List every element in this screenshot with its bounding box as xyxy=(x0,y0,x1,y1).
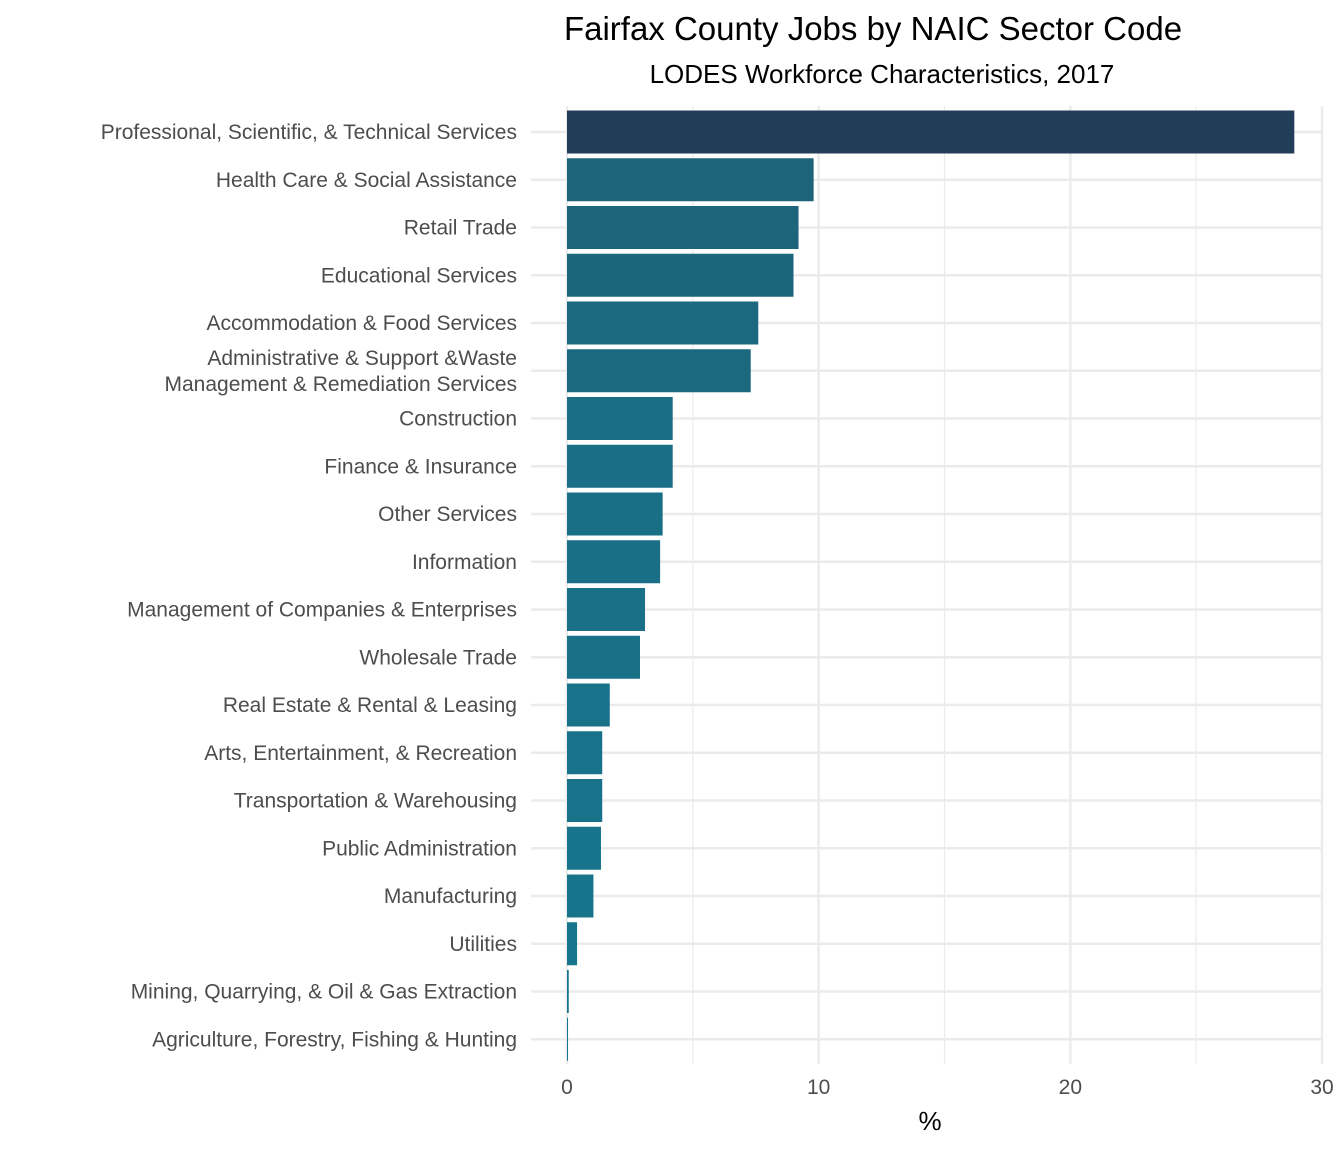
category-label: Information xyxy=(412,551,517,574)
bar xyxy=(567,874,594,918)
x-axis-title: % xyxy=(918,1106,941,1136)
category-labels: Professional, Scientific, & Technical Se… xyxy=(101,121,517,1051)
bar xyxy=(567,540,661,584)
category-label: Public Administration xyxy=(322,837,517,860)
category-label: Transportation & Warehousing xyxy=(234,790,517,813)
grid-lines xyxy=(531,106,1324,1064)
bar xyxy=(567,779,603,822)
bar xyxy=(567,349,751,393)
bar xyxy=(567,1017,569,1061)
category-label: Real Estate & Rental & Leasing xyxy=(223,694,517,717)
bar xyxy=(567,397,673,440)
x-tick-label: 10 xyxy=(807,1076,830,1099)
chart-subtitle: LODES Workforce Characteristics, 2017 xyxy=(650,59,1115,89)
category-label: Health Care & Social Assistance xyxy=(216,169,517,192)
category-label: Accommodation & Food Services xyxy=(207,312,517,335)
bar xyxy=(567,588,646,631)
category-label: Agriculture, Forestry, Fishing & Hunting xyxy=(152,1028,517,1051)
bar xyxy=(567,253,794,297)
bars-group xyxy=(567,110,1295,1061)
category-label: Mining, Quarrying, & Oil & Gas Extractio… xyxy=(131,981,517,1004)
category-label: Professional, Scientific, & Technical Se… xyxy=(101,121,517,144)
category-label: Arts, Entertainment, & Recreation xyxy=(204,742,517,765)
bar xyxy=(567,301,759,345)
bar xyxy=(567,444,673,488)
bar xyxy=(567,158,814,202)
x-tick-label: 0 xyxy=(561,1076,573,1099)
bar xyxy=(567,922,578,966)
category-label: Other Services xyxy=(378,503,517,526)
bar xyxy=(567,635,640,679)
category-label: Wholesale Trade xyxy=(359,646,517,669)
bar xyxy=(567,731,603,775)
x-tick-label: 20 xyxy=(1059,1076,1082,1099)
bar xyxy=(567,206,799,249)
category-label: Finance & Insurance xyxy=(324,455,517,478)
x-tick-label: 30 xyxy=(1310,1076,1333,1099)
bar xyxy=(567,492,663,536)
bar xyxy=(567,110,1295,154)
category-label: Educational Services xyxy=(321,264,517,287)
category-label: Construction xyxy=(399,408,517,431)
category-label: Administrative & Support &Waste Managemen… xyxy=(164,347,517,396)
bar xyxy=(567,826,601,870)
category-label: Manufacturing xyxy=(384,885,517,908)
x-axis-ticks: 0 10 20 30 xyxy=(561,1076,1334,1099)
category-label: Utilities xyxy=(449,933,517,956)
chart-title: Fairfax County Jobs by NAIC Sector Code xyxy=(564,10,1182,47)
category-label: Retail Trade xyxy=(404,217,517,240)
bar xyxy=(567,970,569,1013)
category-label: Management of Companies & Enterprises xyxy=(127,599,517,622)
bar xyxy=(567,683,610,727)
